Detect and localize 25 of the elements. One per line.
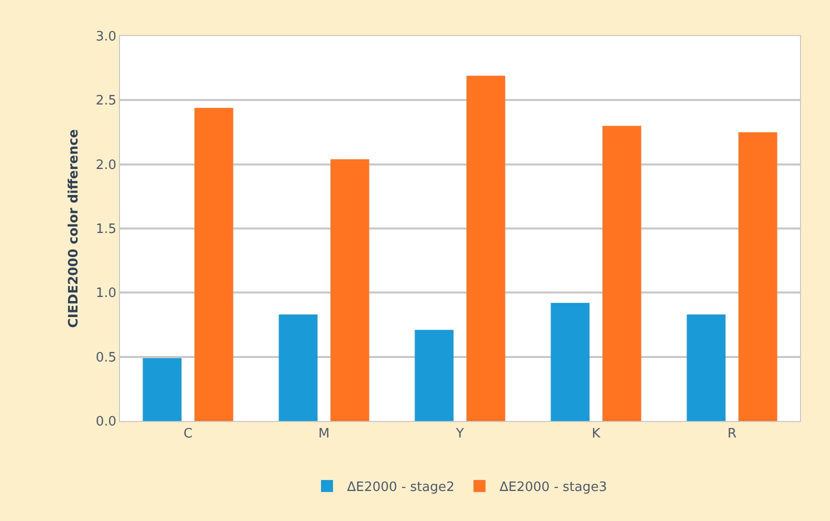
bar [738,132,778,421]
bar [278,314,318,421]
bar [602,126,642,421]
bar [194,108,234,421]
legend-label: ΔE2000 - stage2 [347,480,455,496]
bar [686,314,726,421]
y-axis-title: CIEDE2000 color difference [66,128,82,328]
bar [466,76,506,421]
x-tick-label: K [592,426,601,442]
bar [142,358,182,421]
legend-label: ΔE2000 - stage3 [500,480,608,496]
x-tick-label: C [183,426,193,442]
y-tick-label: 1.0 [96,286,116,302]
x-tick-label: M [318,426,330,442]
y-tick-label: 2.0 [96,158,116,173]
x-tick-label: Y [455,426,464,442]
bar [414,330,454,421]
y-tick-label: 0.5 [96,350,116,366]
y-tick-label: 2.5 [96,94,116,109]
y-tick-label: 3.0 [96,30,116,45]
bar [330,159,370,421]
y-tick-label: 1.5 [96,222,116,238]
x-tick-label: R [727,426,737,442]
bar [550,302,590,421]
y-tick-label: 0.0 [96,414,116,430]
